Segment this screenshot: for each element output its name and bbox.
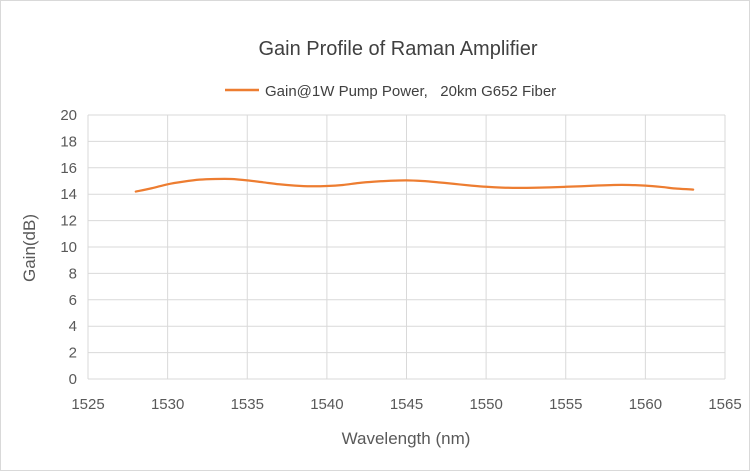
- legend-entry: Gain@1W Pump Power, 20km G652 Fiber: [265, 83, 556, 100]
- x-tick-label: 1540: [310, 396, 343, 413]
- x-tick-label: 1565: [708, 396, 741, 413]
- data-point: [565, 186, 567, 188]
- y-tick-label: 12: [60, 213, 77, 230]
- series-layer: [134, 177, 695, 193]
- data-point: [374, 181, 376, 183]
- y-tick-label: 4: [69, 318, 77, 335]
- data-point: [661, 186, 663, 188]
- x-tick-label: 1530: [151, 396, 184, 413]
- data-point: [342, 184, 344, 186]
- data-point: [533, 187, 535, 189]
- y-tick-label: 2: [69, 345, 77, 362]
- data-point: [278, 184, 280, 186]
- legend: Gain@1W Pump Power, 20km G652 Fiber: [225, 83, 556, 100]
- data-point: [645, 185, 647, 187]
- data-point: [358, 182, 360, 184]
- x-tick-label: 1525: [71, 396, 104, 413]
- data-point: [390, 180, 392, 182]
- data-point: [453, 183, 455, 185]
- y-tick-label: 6: [69, 292, 77, 309]
- y-tick-label: 16: [60, 160, 77, 177]
- data-point: [692, 189, 694, 191]
- data-point: [629, 184, 631, 186]
- y-axis-ticks: 0 2 4 6 8 10 12 14 16 18 20: [60, 107, 77, 388]
- data-point: [294, 185, 296, 187]
- x-axis-label: Wavelength (nm): [342, 429, 471, 448]
- x-axis-ticks: 1525 1530 1535 1540 1545 1550 1555 1560 1565: [71, 396, 741, 413]
- data-point: [581, 185, 583, 187]
- data-point: [151, 187, 153, 189]
- data-point: [517, 187, 519, 189]
- data-point: [135, 191, 137, 193]
- y-axis-label: Gain(dB): [20, 214, 39, 282]
- data-point: [262, 182, 264, 184]
- x-tick-label: 1560: [629, 396, 662, 413]
- data-point: [231, 178, 233, 180]
- grid: [87, 114, 726, 380]
- y-tick-label: 10: [60, 239, 77, 256]
- data-point: [485, 186, 487, 188]
- data-point: [167, 184, 169, 186]
- data-point: [422, 180, 424, 182]
- data-point: [199, 179, 201, 181]
- data-point: [676, 188, 678, 190]
- data-point: [597, 185, 599, 187]
- y-tick-label: 20: [60, 107, 77, 124]
- data-point: [406, 180, 408, 182]
- x-tick-label: 1550: [469, 396, 502, 413]
- y-tick-label: 18: [60, 133, 77, 150]
- data-point: [215, 178, 217, 180]
- x-tick-label: 1535: [231, 396, 264, 413]
- x-tick-label: 1555: [549, 396, 582, 413]
- data-point: [501, 187, 503, 189]
- y-tick-label: 14: [60, 186, 77, 203]
- data-point: [310, 185, 312, 187]
- y-tick-label: 8: [69, 265, 77, 282]
- data-point: [469, 185, 471, 187]
- data-point: [549, 187, 551, 189]
- data-point: [183, 181, 185, 183]
- chart-title: Gain Profile of Raman Amplifier: [258, 38, 537, 60]
- series-line: [134, 177, 695, 193]
- data-point: [246, 180, 248, 182]
- x-tick-label: 1545: [390, 396, 423, 413]
- data-point: [438, 182, 440, 184]
- data-point: [326, 185, 328, 187]
- data-point: [613, 184, 615, 186]
- y-tick-label: 0: [69, 371, 77, 388]
